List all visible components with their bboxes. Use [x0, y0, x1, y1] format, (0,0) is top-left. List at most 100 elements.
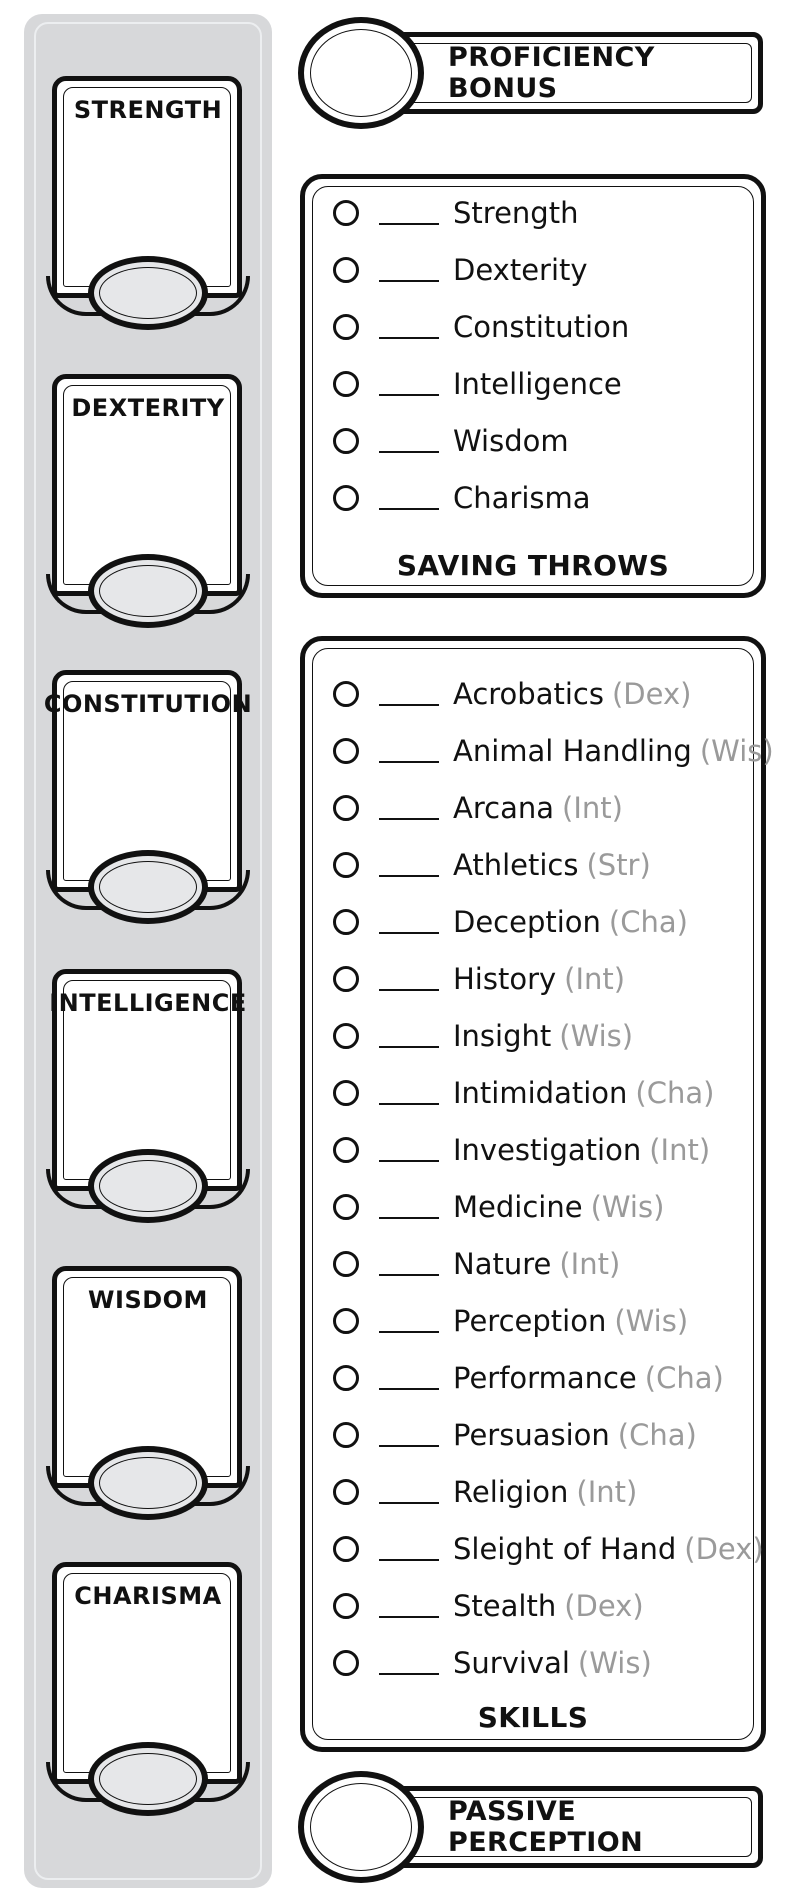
proficiency-radio[interactable] [333, 1421, 359, 1448]
proficiency-radio[interactable] [333, 1364, 359, 1391]
proficiency-radio[interactable] [333, 313, 359, 340]
skill-ability: (Cha) [635, 1075, 715, 1110]
ability-modifier-oval[interactable] [88, 554, 208, 628]
modifier-blank[interactable] [379, 967, 439, 991]
skill-label: Survival [453, 1645, 570, 1680]
modifier-blank[interactable] [379, 1024, 439, 1048]
modifier-blank[interactable] [379, 1594, 439, 1618]
modifier-blank[interactable] [379, 910, 439, 934]
saving-throw-label: Intelligence [453, 366, 622, 401]
ability-box-charisma[interactable]: CHARISMA [38, 1562, 258, 1820]
skill-row: Athletics (Str) [333, 836, 757, 893]
proficiency-radio[interactable] [333, 484, 359, 511]
modifier-blank[interactable] [379, 1537, 439, 1561]
proficiency-radio[interactable] [333, 199, 359, 226]
modifier-blank[interactable] [379, 1651, 439, 1675]
skill-label: Stealth [453, 1588, 557, 1623]
skills-title: SKILLS [477, 1701, 589, 1734]
skill-label: Sleight of Hand [453, 1531, 677, 1566]
modifier-blank[interactable] [379, 315, 439, 339]
proficiency-radio[interactable] [333, 908, 359, 935]
proficiency-radio[interactable] [333, 737, 359, 764]
skill-label: Persuasion [453, 1417, 610, 1452]
skill-ability: (Cha) [608, 904, 688, 939]
skill-label: Investigation [453, 1132, 642, 1167]
saving-throws-panel: Strength Dexterity Constitution Intellig… [300, 174, 766, 598]
ability-box-strength[interactable]: STRENGTH [38, 76, 258, 334]
ability-box-dexterity[interactable]: DEXTERITY [38, 374, 258, 632]
saving-throw-row: Intelligence [333, 355, 757, 412]
ability-box-intelligence[interactable]: INTELLIGENCE [38, 969, 258, 1227]
modifier-blank[interactable] [379, 796, 439, 820]
modifier-blank[interactable] [379, 1195, 439, 1219]
modifier-blank[interactable] [379, 1423, 439, 1447]
ability-name: DEXTERITY [71, 394, 225, 422]
proficiency-radio[interactable] [333, 1649, 359, 1676]
saving-throw-row: Charisma [333, 469, 757, 526]
skill-label: Deception [453, 904, 601, 939]
saving-throw-label: Constitution [453, 309, 630, 344]
saving-throw-row: Dexterity [333, 241, 757, 298]
skill-row: Survival (Wis) [333, 1634, 757, 1691]
proficiency-radio[interactable] [333, 1079, 359, 1106]
modifier-blank[interactable] [379, 258, 439, 282]
skill-label: Performance [453, 1360, 637, 1395]
ability-modifier-oval[interactable] [88, 850, 208, 924]
ability-name: CHARISMA [74, 1582, 222, 1610]
skill-label: Athletics [453, 847, 579, 882]
proficiency-radio[interactable] [333, 256, 359, 283]
modifier-blank[interactable] [379, 372, 439, 396]
skill-label: History [453, 961, 557, 996]
passive-perception-input[interactable] [298, 1771, 424, 1883]
skill-row: Religion (Int) [333, 1463, 757, 1520]
skill-label: Religion [453, 1474, 569, 1509]
proficiency-radio[interactable] [333, 427, 359, 454]
modifier-blank[interactable] [379, 201, 439, 225]
saving-throw-row: Strength [333, 184, 757, 241]
modifier-blank[interactable] [379, 429, 439, 453]
modifier-blank[interactable] [379, 1252, 439, 1276]
skill-label: Nature [453, 1246, 552, 1281]
skill-ability: (Str) [586, 847, 651, 882]
proficiency-radio[interactable] [333, 1250, 359, 1277]
skill-ability: (Int) [562, 790, 623, 825]
proficiency-radio[interactable] [333, 1535, 359, 1562]
proficiency-radio[interactable] [333, 794, 359, 821]
proficiency-bonus-input[interactable] [298, 17, 424, 129]
passive-perception-title: PASSIVE PERCEPTION [448, 1796, 644, 1858]
modifier-blank[interactable] [379, 1309, 439, 1333]
ability-modifier-oval[interactable] [88, 1742, 208, 1816]
proficiency-radio[interactable] [333, 1022, 359, 1049]
modifier-blank[interactable] [379, 682, 439, 706]
modifier-blank[interactable] [379, 1366, 439, 1390]
ability-modifier-oval[interactable] [88, 1149, 208, 1223]
proficiency-radio[interactable] [333, 1592, 359, 1619]
ability-box-constitution[interactable]: CONSTITUTION [38, 670, 258, 928]
ability-modifier-oval[interactable] [88, 1446, 208, 1520]
modifier-blank[interactable] [379, 1138, 439, 1162]
skill-label: Medicine [453, 1189, 583, 1224]
skill-ability: (Int) [649, 1132, 711, 1167]
proficiency-radio[interactable] [333, 1478, 359, 1505]
proficiency-radio[interactable] [333, 370, 359, 397]
modifier-blank[interactable] [379, 1081, 439, 1105]
modifier-blank[interactable] [379, 739, 439, 763]
ability-name: INTELLIGENCE [49, 989, 247, 1017]
modifier-blank[interactable] [379, 1480, 439, 1504]
proficiency-radio[interactable] [333, 1193, 359, 1220]
skill-ability: (Int) [576, 1474, 638, 1509]
proficiency-radio[interactable] [333, 965, 359, 992]
skill-ability: (Wis) [699, 733, 774, 768]
proficiency-radio[interactable] [333, 680, 359, 707]
proficiency-radio[interactable] [333, 1307, 359, 1334]
modifier-blank[interactable] [379, 853, 439, 877]
saving-throw-label: Charisma [453, 480, 591, 515]
proficiency-radio[interactable] [333, 1136, 359, 1163]
skill-row: Arcana (Int) [333, 779, 757, 836]
ability-modifier-oval[interactable] [88, 256, 208, 330]
modifier-blank[interactable] [379, 486, 439, 510]
ability-box-wisdom[interactable]: WISDOM [38, 1266, 258, 1524]
proficiency-radio[interactable] [333, 851, 359, 878]
ability-name: STRENGTH [73, 96, 223, 124]
skill-row: Intimidation (Cha) [333, 1064, 757, 1121]
